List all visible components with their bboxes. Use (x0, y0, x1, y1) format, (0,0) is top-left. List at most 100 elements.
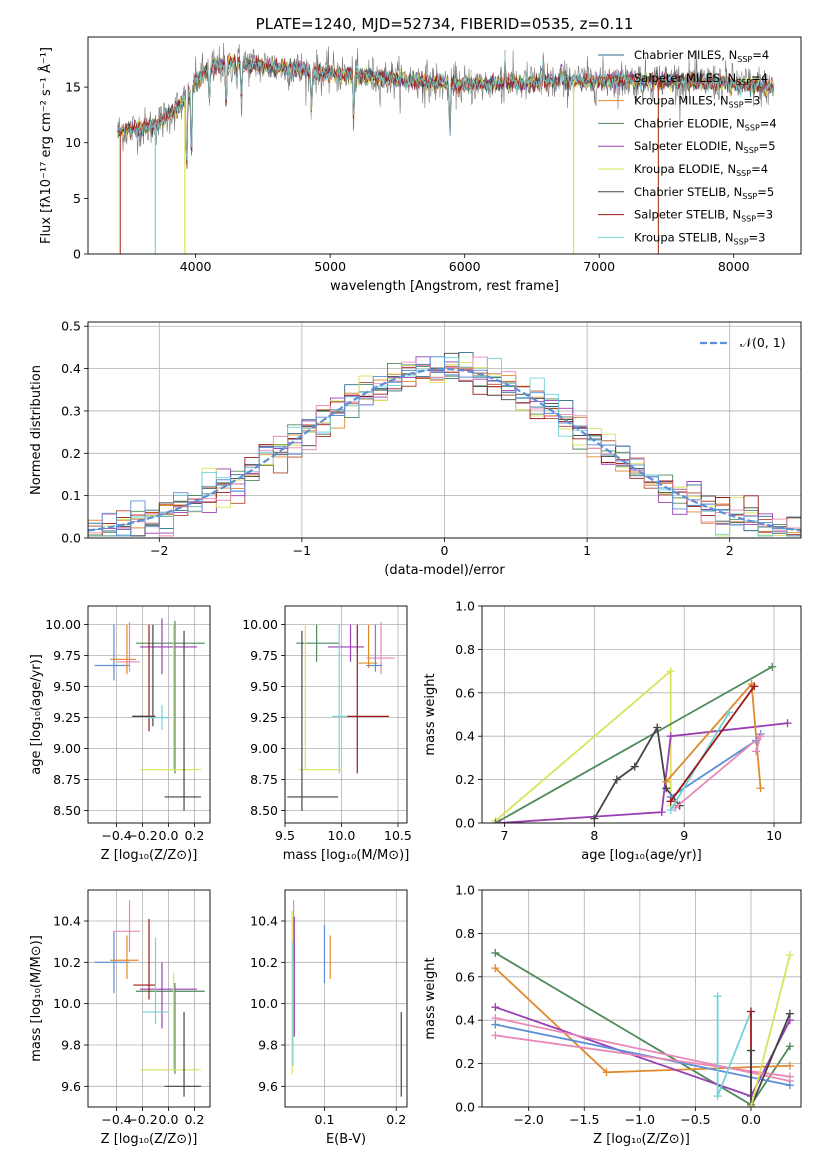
y-tick-label: 0.3 (61, 403, 81, 418)
y-tick-label: 10.0 (250, 996, 278, 1011)
y-tick-label: 0.5 (61, 319, 81, 334)
legend-entry: Kroupa STELIB, NSSP=3 (634, 230, 765, 246)
weight-vs-age-xlabel: age [log₁₀(age/yr)] (581, 848, 702, 863)
y-tick-label: 1.0 (455, 883, 475, 898)
normal-reference-curve (88, 367, 801, 532)
legend-entry: Kroupa MILES, NSSP=3 (634, 94, 760, 110)
weight-point (657, 808, 666, 817)
x-tick-label: 6000 (449, 259, 481, 274)
y-tick-label: 10.00 (45, 617, 81, 632)
residuals-plot-area (88, 352, 801, 538)
y-tick-label: 9.25 (53, 710, 81, 725)
x-tick-label: −0.2 (127, 1112, 157, 1127)
y-tick-label: 0.2 (455, 1056, 475, 1071)
residuals-xlabel: (data-model)/error (384, 563, 505, 578)
weight-point (756, 784, 765, 793)
weight-point (491, 1031, 500, 1040)
weight-point (666, 732, 675, 741)
y-tick-label: 0.4 (455, 1013, 475, 1028)
legend-entry: Chabrier MILES, NSSP=4 (634, 48, 769, 64)
y-tick-label: 0.4 (455, 729, 475, 744)
y-tick-label: 9.75 (250, 648, 278, 663)
y-tick-label: 10.4 (250, 914, 278, 929)
x-tick-label: 8000 (718, 259, 750, 274)
x-tick-label: 9 (680, 828, 688, 843)
weight-point (491, 964, 500, 973)
y-tick-label: 0.6 (455, 685, 475, 700)
age-vs-Z-panel: −0.4−0.2 0.0 0.2 8.50 8.75 9.00 9.25 9.50 9.75 10… (29, 605, 211, 863)
weight-line-6 (716, 996, 752, 1097)
x-tick-label: 10.5 (384, 828, 412, 843)
x-tick-label: −2 (150, 543, 168, 558)
axes-frame (481, 889, 802, 1108)
age-vs-Z-ylabel: age [log₁₀(age/yr)] (29, 654, 44, 775)
weight-point (746, 1007, 755, 1016)
age-vs-mass-plot-area (287, 622, 395, 811)
spectrum-plot-area (117, 42, 775, 254)
axes-frame (87, 36, 802, 255)
weight-point (750, 682, 759, 691)
mass-vs-ebv-plot-area (291, 900, 402, 1097)
weight-point (756, 732, 765, 741)
x-tick-label: 5000 (314, 259, 346, 274)
residuals-panel: −2 −1 0 1 2 0.0 0.1 0.2 0.3 0.4 0.5 (data-model)/er… (29, 319, 802, 578)
legend-entry: Kroupa ELODIE, NSSP=4 (634, 162, 768, 178)
weight-point (491, 1020, 500, 1029)
x-tick-label: −0.2 (127, 828, 157, 843)
weight-point (491, 1003, 500, 1012)
y-tick-label: 8.75 (53, 772, 81, 787)
y-tick-label: 0.8 (455, 926, 475, 941)
x-tick-label: 4000 (180, 259, 212, 274)
x-tick-label: 0.2 (386, 1112, 406, 1127)
weight-line-8 (669, 685, 756, 802)
y-tick-label: 0.0 (455, 1100, 475, 1115)
x-tick-label: −0.5 (680, 1112, 710, 1127)
x-tick-label: −1.5 (569, 1112, 599, 1127)
y-tick-label: 5 (73, 191, 81, 206)
x-tick-label: 0.1 (315, 1112, 335, 1127)
y-tick-label: 10.00 (242, 617, 278, 632)
weight-point (491, 819, 500, 823)
x-tick-label: 0.0 (159, 1112, 179, 1127)
y-tick-label: 8.50 (53, 803, 81, 818)
x-tick-label: 7000 (583, 259, 615, 274)
weight-point (785, 1009, 794, 1018)
y-tick-label: 0.0 (61, 531, 81, 546)
x-tick-label: 0 (441, 543, 449, 558)
weight-point (783, 719, 792, 728)
spectrum-xlabel: wavelength [Angstrom, rest frame] (330, 279, 559, 294)
weight-point (752, 747, 761, 756)
axes-frame (481, 605, 802, 824)
weight-point (630, 762, 639, 771)
legend-entry: Chabrier ELODIE, NSSP=4 (634, 116, 777, 132)
weight-vs-Z-plot-area (491, 948, 794, 1107)
age-vs-mass-panel: 9.5 10.0 10.5 8.50 8.75 9.00 9.25 9.50 9.75 10.00… (242, 605, 412, 863)
spectrum-ylabel: Flux [fλ10⁻¹⁷ erg cm⁻² s⁻¹ Å⁻¹] (38, 47, 54, 244)
mass-vs-Z-xlabel: Z [log₁₀(Z/Z⊙)] (101, 1132, 198, 1147)
mass-vs-ebv-panel: 0.1 0.2 9.6 9.8 10.0 10.2 10.4 E(B-V) (250, 889, 408, 1147)
x-tick-label: 8 (590, 828, 598, 843)
weight-vs-age-plot-area (491, 662, 792, 823)
weight-line-2 (499, 722, 788, 823)
weight-point (666, 805, 675, 814)
y-tick-label: 8.50 (250, 803, 278, 818)
weight-point (785, 1081, 794, 1090)
x-tick-label: −2.0 (514, 1112, 544, 1127)
y-tick-label: 10.0 (53, 996, 81, 1011)
y-tick-label: 9.50 (250, 679, 278, 694)
y-tick-label: 9.00 (53, 741, 81, 756)
weight-vs-age-ylabel: mass weight (423, 673, 438, 755)
axes-frame (87, 605, 211, 824)
age-vs-Z-plot-area (94, 618, 205, 811)
weight-point (666, 667, 675, 676)
weight-point (495, 819, 504, 823)
x-tick-label: −1 (293, 543, 311, 558)
weight-line-0 (494, 952, 791, 1107)
weight-point (746, 1046, 755, 1055)
weight-point (785, 1042, 794, 1051)
x-tick-label: 0.2 (184, 1112, 204, 1127)
legend-entry: 𝒩(0, 1) (740, 335, 786, 350)
y-tick-label: 9.6 (61, 1079, 81, 1094)
y-tick-label: 9.8 (258, 1038, 278, 1053)
